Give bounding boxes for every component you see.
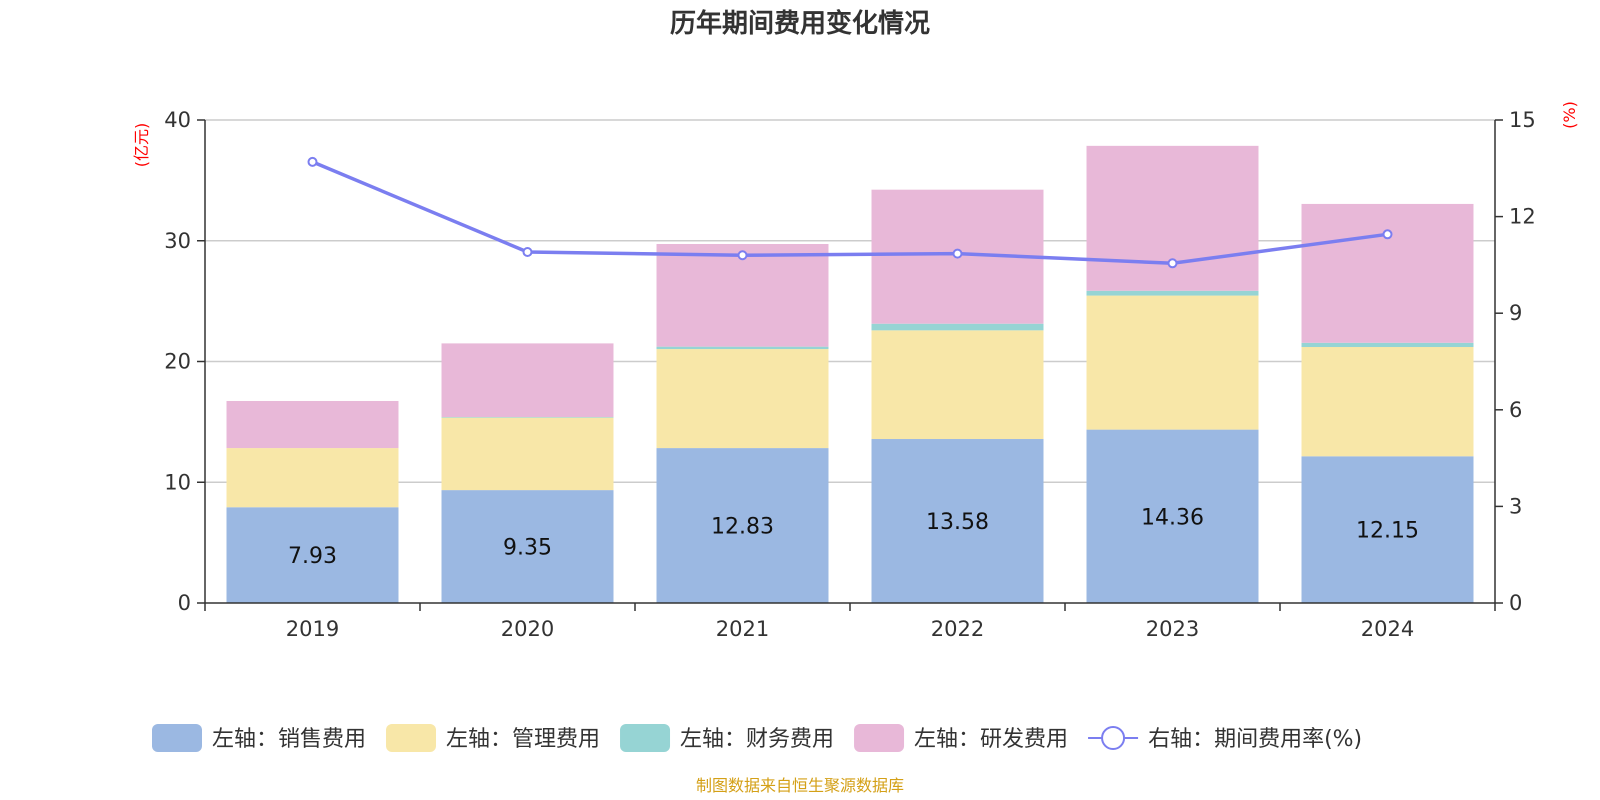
left-tick-label: 10 — [164, 470, 191, 494]
left-tick-label: 30 — [164, 229, 191, 253]
bar-segment — [1301, 347, 1474, 457]
right-tick-label: 15 — [1509, 108, 1536, 132]
legend: 左轴：销售费用 左轴：管理费用 左轴：财务费用 左轴：研发费用 右轴：期间费用率(%) — [152, 724, 1362, 752]
chart-title: 历年期间费用变化情况 — [670, 8, 930, 39]
bar-segment — [441, 343, 614, 418]
rate-point — [1167, 258, 1178, 269]
source-note: 制图数据来自恒生聚源数据库 — [696, 776, 904, 795]
legend-swatch — [152, 724, 202, 752]
right-tick-label: 9 — [1509, 301, 1522, 325]
grid-lines — [205, 119, 1495, 483]
right-tick-label: 12 — [1509, 205, 1536, 229]
rate-point — [522, 247, 533, 258]
bar-value-label: 14.36 — [1141, 505, 1204, 530]
right-tick-label: 0 — [1509, 591, 1522, 615]
bar-value-label: 9.35 — [503, 536, 552, 561]
bar-segment — [441, 490, 614, 603]
left-axis-unit: (亿元) — [132, 123, 151, 168]
bar-segment — [1301, 203, 1474, 343]
bar-value-label: 13.58 — [926, 510, 989, 535]
legend-label: 左轴：财务费用 — [680, 727, 834, 752]
right-axis-unit: (%) — [1560, 101, 1579, 129]
bar-value-label: 7.93 — [288, 544, 337, 569]
bar-segment — [871, 323, 1044, 331]
legend-label: 左轴：研发费用 — [914, 727, 1068, 752]
bar-segment — [1086, 295, 1259, 430]
left-tick-label: 20 — [164, 350, 191, 374]
right-tick-label: 3 — [1509, 494, 1522, 518]
x-tick-label: 2022 — [931, 617, 984, 641]
bar-segment — [1301, 342, 1474, 348]
rate-point — [952, 248, 963, 259]
x-tick-label: 2019 — [286, 617, 339, 641]
bar-segment — [226, 507, 399, 603]
bars — [226, 145, 1474, 603]
legend-point-swatch — [1101, 726, 1126, 750]
bar-segment — [656, 448, 829, 603]
bar-segment — [226, 448, 399, 508]
bar-segment — [1086, 290, 1259, 296]
legend-label: 左轴：销售费用 — [212, 727, 366, 752]
bar-segment — [871, 330, 1044, 440]
rate-point — [307, 156, 318, 167]
rate-line-path — [311, 160, 1388, 266]
legend-label: 左轴：管理费用 — [446, 727, 600, 752]
bar-segment — [871, 439, 1044, 603]
rate-point — [737, 250, 748, 261]
bar-value-label: 12.15 — [1356, 519, 1419, 544]
left-tick-label: 0 — [178, 591, 191, 615]
left-tick-label: 40 — [164, 108, 191, 132]
legend-swatch — [854, 724, 905, 752]
legend-label: 右轴：期间费用率(%) — [1148, 727, 1362, 752]
x-tick-label: 2021 — [716, 617, 769, 641]
bar-segment — [1086, 429, 1259, 603]
rate-line — [307, 156, 1393, 269]
bar-segment — [441, 417, 614, 418]
bar-segment — [226, 400, 399, 449]
data-labels: 7.93 9.35 12.83 13.58 14.36 12.15 — [288, 505, 1419, 569]
bar-segment — [656, 244, 829, 347]
x-tick-label: 2023 — [1146, 617, 1199, 641]
x-tick-label: 2024 — [1361, 617, 1414, 641]
legend-swatch — [386, 724, 437, 752]
x-tick-label: 2020 — [501, 617, 554, 641]
rate-point — [1382, 229, 1393, 240]
axes: 0 10 20 30 40 0 3 6 9 12 15 2019 2020 2021 2022 2023 202… — [164, 108, 1535, 641]
bar-segment — [441, 417, 614, 491]
bar-segment — [656, 349, 829, 449]
legend-swatch — [620, 724, 671, 752]
bar-segment — [656, 346, 829, 350]
bar-segment — [1301, 456, 1474, 603]
bar-segment — [1086, 145, 1259, 291]
right-tick-label: 6 — [1509, 398, 1522, 422]
bar-value-label: 12.83 — [711, 515, 774, 540]
